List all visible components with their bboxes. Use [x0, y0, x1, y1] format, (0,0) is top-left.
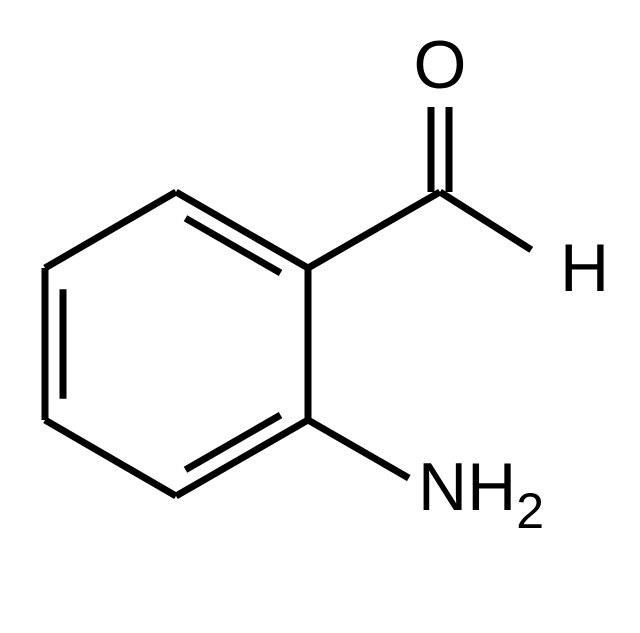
molecule-diagram: O H NH2	[0, 0, 640, 633]
atom-labels: O H NH2	[414, 27, 610, 539]
amine-label: NH2	[418, 449, 544, 539]
aldehyde-h-label: H	[560, 230, 609, 306]
bonds	[45, 107, 531, 496]
oxygen-label: O	[414, 27, 467, 103]
